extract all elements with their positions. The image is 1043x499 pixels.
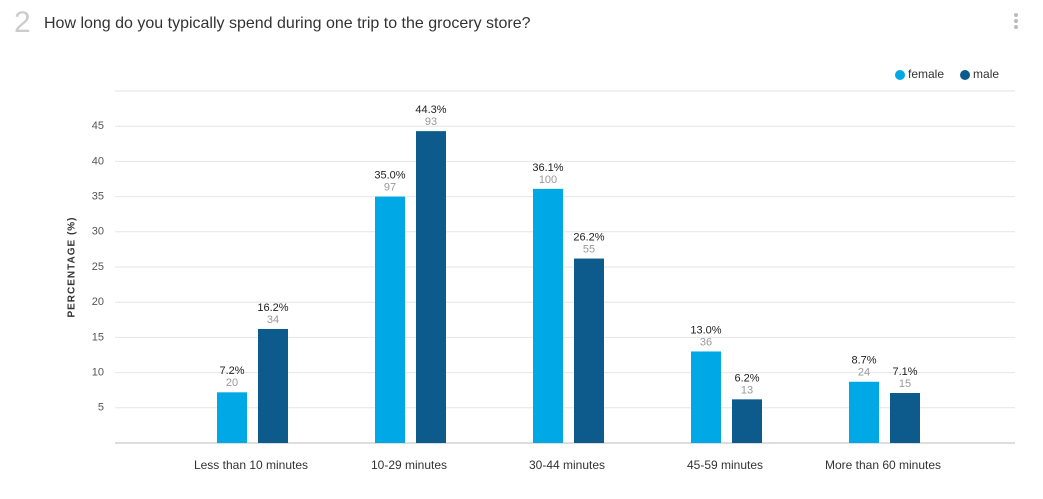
y-tick-label: 10	[92, 367, 104, 379]
legend-label: female	[908, 67, 944, 81]
legend-swatch	[895, 70, 905, 80]
value-label: 16.2%	[257, 302, 288, 314]
chart-title: How long do you typically spend during o…	[44, 15, 531, 32]
count-label: 15	[899, 378, 911, 390]
value-label: 8.7%	[851, 355, 876, 367]
bar	[849, 381, 879, 443]
x-tick-label: 45-59 minutes	[687, 458, 763, 472]
bar	[258, 328, 288, 443]
menu-icon[interactable]	[1014, 13, 1018, 29]
value-label: 7.1%	[892, 366, 917, 378]
y-tick-label: 35	[92, 191, 104, 203]
x-tick-label: 10-29 minutes	[371, 458, 447, 472]
y-tick-label: 5	[98, 402, 104, 414]
bar	[416, 131, 446, 444]
x-tick-label: 30-44 minutes	[529, 458, 605, 472]
bar	[732, 399, 762, 443]
question-number: 2	[14, 6, 31, 39]
bar	[574, 258, 604, 443]
y-tick-label: 25	[92, 261, 104, 273]
value-label: 26.2%	[573, 231, 604, 243]
x-tick-label: More than 60 minutes	[825, 458, 941, 472]
y-tick-label: 45	[92, 120, 104, 132]
bar	[375, 196, 405, 443]
value-label: 36.1%	[532, 162, 563, 174]
legend-label: male	[973, 67, 999, 81]
count-label: 20	[226, 377, 238, 389]
bar	[890, 393, 920, 443]
y-tick-label: 40	[92, 155, 104, 167]
count-label: 55	[583, 243, 595, 255]
count-label: 100	[539, 174, 557, 186]
y-tick-label: 15	[92, 331, 104, 343]
value-label: 35.0%	[374, 170, 405, 182]
count-label: 13	[741, 384, 753, 396]
count-label: 93	[425, 116, 437, 128]
value-label: 7.2%	[219, 365, 244, 377]
legend-swatch	[960, 70, 971, 80]
y-tick-label: 30	[92, 226, 104, 238]
value-label: 13.0%	[690, 324, 721, 336]
count-label: 34	[267, 314, 279, 326]
count-label: 36	[700, 336, 712, 348]
bar	[217, 392, 247, 443]
count-label: 97	[384, 182, 396, 194]
bar	[533, 188, 563, 443]
x-tick-label: Less than 10 minutes	[194, 458, 308, 472]
count-label: 24	[858, 367, 870, 379]
y-tick-label: 20	[92, 296, 104, 308]
y-axis-label: PERCENTAGE (%)	[67, 216, 78, 317]
value-label: 6.2%	[734, 372, 759, 384]
bar	[691, 351, 721, 443]
value-label: 44.3%	[415, 104, 446, 116]
